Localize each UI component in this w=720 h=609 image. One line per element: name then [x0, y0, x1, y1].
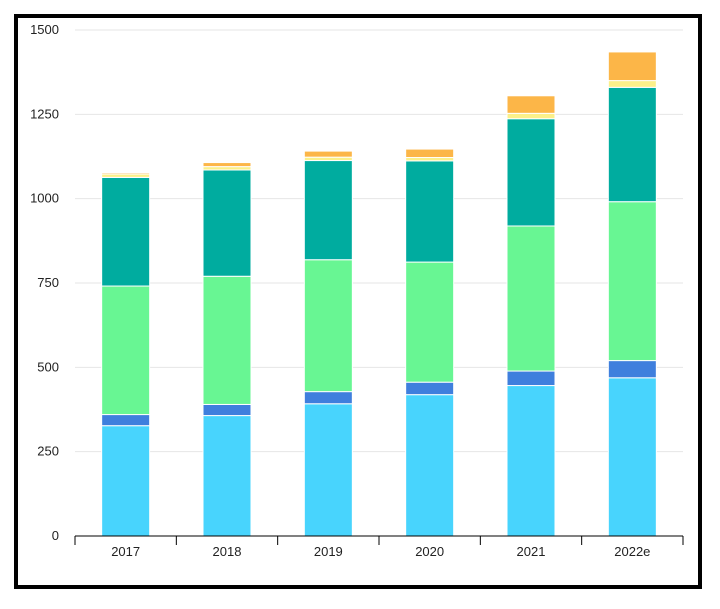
bar-segment — [101, 176, 151, 287]
bar-segment — [101, 425, 151, 537]
y-tick-label: 0 — [52, 528, 59, 543]
y-tick-label: 1250 — [30, 106, 59, 121]
bar-segment — [607, 80, 657, 88]
bar-segment — [303, 403, 353, 537]
y-tick-label: 1000 — [30, 191, 59, 206]
bar-segment — [405, 160, 455, 263]
gridlines — [75, 29, 683, 453]
bar-segment — [202, 403, 252, 417]
bar-segment — [607, 51, 657, 82]
bar-segment — [405, 148, 455, 159]
y-axis-ticks: 0 250 500 750 1000 1250 1500 — [30, 22, 59, 543]
bar-segment — [202, 415, 252, 537]
bar-segment — [303, 160, 353, 261]
x-tick-label: 2019 — [314, 544, 343, 559]
bar-segment — [506, 225, 556, 372]
bar-segment — [303, 259, 353, 393]
bar-segment — [506, 118, 556, 227]
bar-segment — [202, 169, 252, 277]
bar-segment — [607, 360, 657, 379]
bar-segment — [607, 377, 657, 537]
bar-segment — [506, 112, 556, 120]
bar-segment — [303, 391, 353, 405]
y-tick-label: 750 — [37, 275, 59, 290]
bar-segment — [101, 414, 151, 427]
bar-segment — [303, 150, 353, 158]
x-tick-label: 2017 — [111, 544, 140, 559]
bar-segment — [405, 381, 455, 396]
bar-segment — [202, 275, 252, 405]
x-tick-label: 2020 — [415, 544, 444, 559]
x-tick-label: 2018 — [213, 544, 242, 559]
x-tick-label: 2022e — [614, 544, 650, 559]
bar-segment — [405, 394, 455, 537]
bar-segment — [101, 172, 151, 175]
bar-segment — [607, 201, 657, 362]
bar-segment — [202, 166, 252, 171]
bar-segment — [202, 162, 252, 168]
x-axis: 2017 2018 2019 2020 2021 2022e — [74, 535, 684, 559]
bar-segment — [303, 156, 353, 162]
bar-segment — [101, 173, 151, 178]
y-tick-label: 250 — [37, 444, 59, 459]
bar-segment — [607, 86, 657, 203]
bars — [101, 51, 657, 537]
x-tick-label: 2021 — [517, 544, 546, 559]
bar-segment — [506, 370, 556, 387]
bar-segment — [405, 157, 455, 162]
y-tick-label: 1500 — [30, 22, 59, 37]
bar-segment — [101, 285, 151, 416]
y-tick-label: 500 — [37, 359, 59, 374]
bar-segment — [405, 261, 455, 383]
bar-segment — [506, 385, 556, 537]
bar-segment — [506, 95, 556, 114]
